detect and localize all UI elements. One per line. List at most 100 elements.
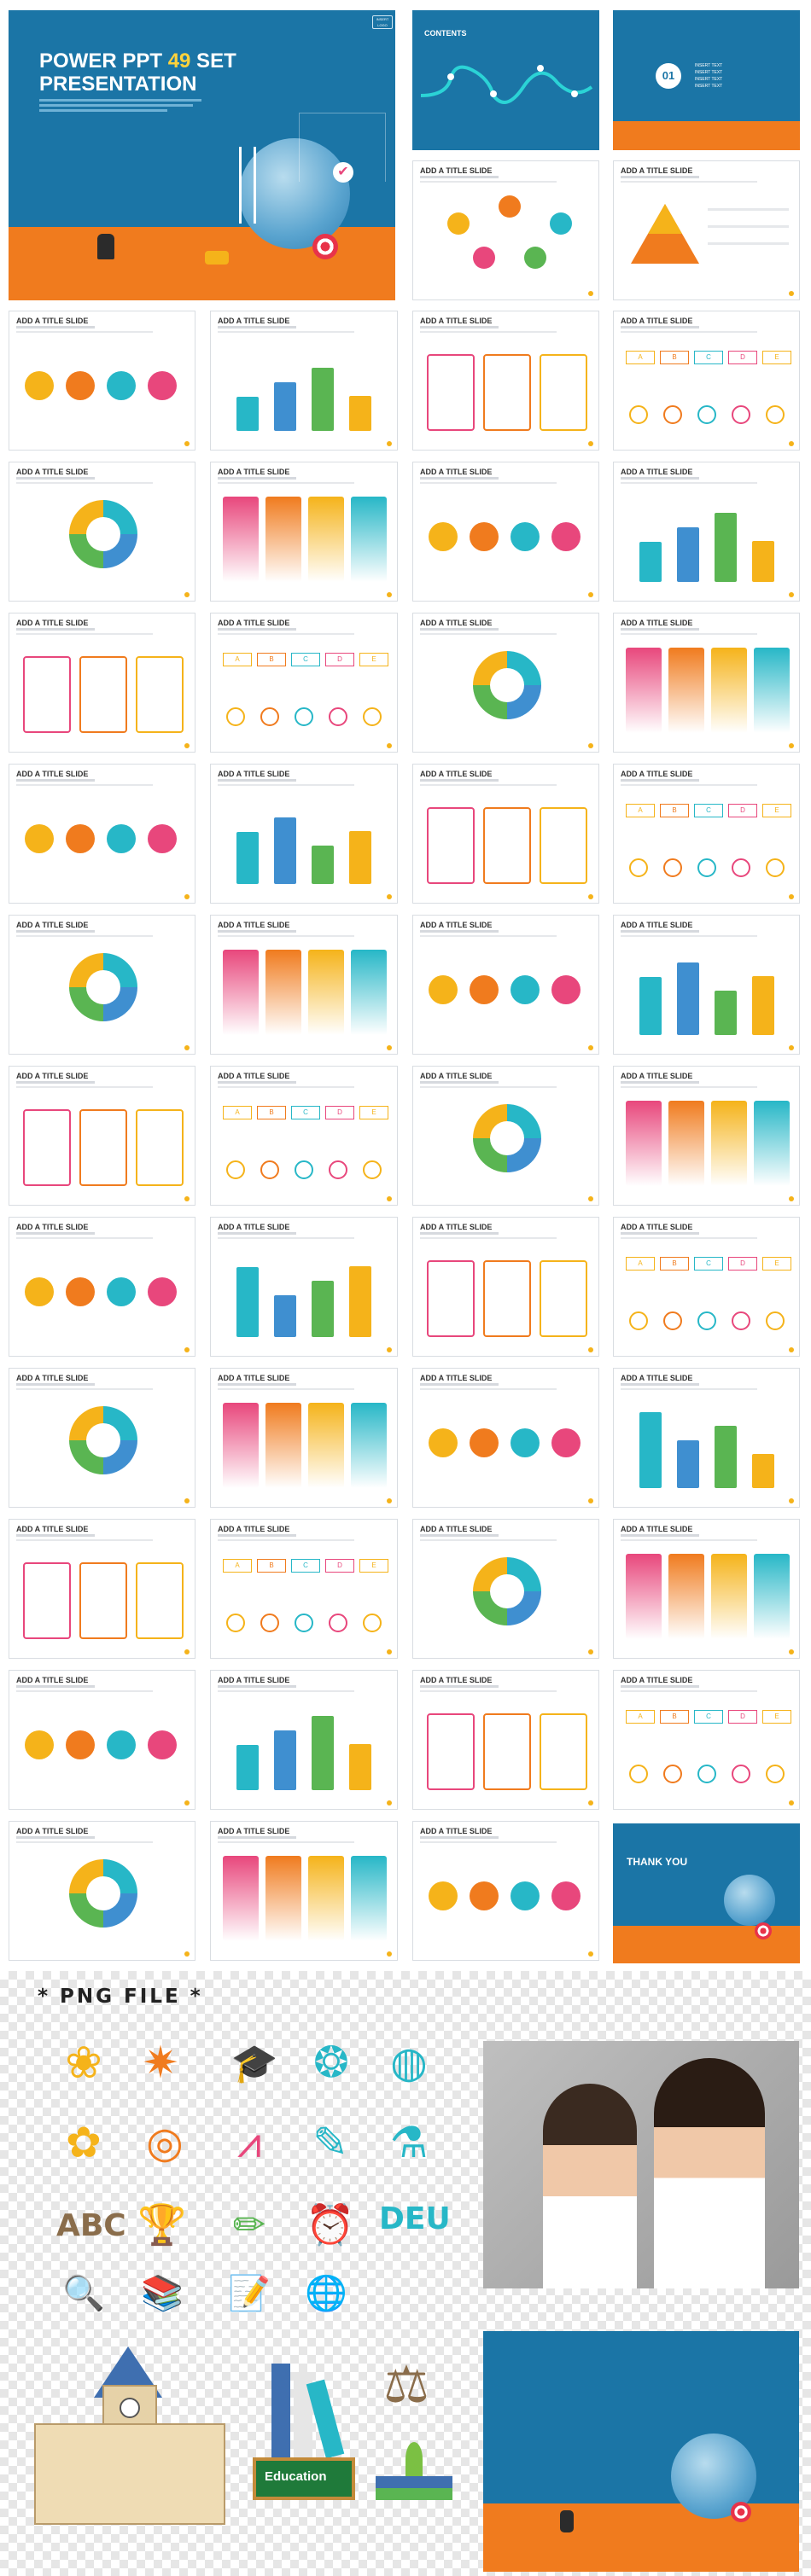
slide-r9-c4[interactable]: ADD A TITLE SLIDE xyxy=(613,1368,800,1508)
shape-circle xyxy=(663,858,682,877)
letter-box: D xyxy=(325,1559,354,1573)
slide-title: ADD A TITLE SLIDE xyxy=(420,619,493,627)
shape-bar xyxy=(677,1440,699,1488)
slide-r11-c2[interactable]: ADD A TITLE SLIDE xyxy=(210,1670,398,1810)
slide-r2-c3[interactable]: ADD A TITLE SLIDE xyxy=(412,311,599,451)
shape-box xyxy=(136,656,184,733)
slide-r3-c1[interactable]: ADD A TITLE SLIDE xyxy=(9,462,195,602)
slide-r10-c2[interactable]: ADD A TITLE SLIDE A B C D E xyxy=(210,1519,398,1659)
slide-r3-c4[interactable]: ADD A TITLE SLIDE xyxy=(613,462,800,602)
slide-r2-c2[interactable]: ADD A TITLE SLIDE xyxy=(210,311,398,451)
slide-r12-c1[interactable]: ADD A TITLE SLIDE xyxy=(9,1821,195,1961)
cover-slide[interactable]: INSERT LOGO POWER PPT 49 SET PRESENTATION… xyxy=(9,10,395,300)
slide-r2-c1[interactable]: ADD A TITLE SLIDE xyxy=(9,311,195,451)
shape-circle xyxy=(766,405,785,424)
shape-bar xyxy=(677,962,699,1035)
test-paper-icon: 📝 xyxy=(228,2274,271,2313)
slide-r8-c1[interactable]: ADD A TITLE SLIDE xyxy=(9,1217,195,1357)
shape-circle xyxy=(148,1730,177,1759)
shape-column xyxy=(351,950,387,1035)
slide-r5-c3[interactable]: ADD A TITLE SLIDE xyxy=(412,764,599,904)
slide-r9-c1[interactable]: ADD A TITLE SLIDE xyxy=(9,1368,195,1508)
slide-title: ADD A TITLE SLIDE xyxy=(218,921,290,929)
letter-box: E xyxy=(359,653,388,666)
slide-r8-c3[interactable]: ADD A TITLE SLIDE xyxy=(412,1217,599,1357)
slide-r7-c2[interactable]: ADD A TITLE SLIDE A B C D E xyxy=(210,1066,398,1206)
slide-title: ADD A TITLE SLIDE xyxy=(420,1374,493,1382)
slide-r4-c3[interactable]: ADD A TITLE SLIDE xyxy=(412,613,599,753)
child-left xyxy=(543,2084,637,2288)
letter-box: A xyxy=(223,1106,252,1119)
letter-box: A xyxy=(626,804,655,817)
slide-r4-c1[interactable]: ADD A TITLE SLIDE xyxy=(9,613,195,753)
slide-r6-c1[interactable]: ADD A TITLE SLIDE xyxy=(9,915,195,1055)
slide-r7-c3[interactable]: ADD A TITLE SLIDE xyxy=(412,1066,599,1206)
slide-r10-c4[interactable]: ADD A TITLE SLIDE xyxy=(613,1519,800,1659)
letter-box: D xyxy=(325,1106,354,1119)
shape-circle xyxy=(470,1428,499,1457)
shape-circle xyxy=(260,1614,279,1632)
shape-box xyxy=(23,1562,71,1639)
slide-r8-c2[interactable]: ADD A TITLE SLIDE xyxy=(210,1217,398,1357)
slide-r5-c1[interactable]: ADD A TITLE SLIDE xyxy=(9,764,195,904)
slide-r6-c4[interactable]: ADD A TITLE SLIDE xyxy=(613,915,800,1055)
slide-r6-c2[interactable]: ADD A TITLE SLIDE xyxy=(210,915,398,1055)
shape-column xyxy=(668,1101,704,1186)
thank-you-slide[interactable]: THANK YOU xyxy=(613,1823,800,1963)
shape-circle xyxy=(25,824,54,853)
donut-hole xyxy=(490,1574,524,1608)
slide-r5-c2[interactable]: ADD A TITLE SLIDE xyxy=(210,764,398,904)
slide-title: ADD A TITLE SLIDE xyxy=(420,1676,493,1684)
slide-r10-c3[interactable]: ADD A TITLE SLIDE xyxy=(412,1519,599,1659)
slide-title: ADD A TITLE SLIDE xyxy=(420,770,493,778)
shape-column xyxy=(223,497,259,582)
slide-r11-c3[interactable]: ADD A TITLE SLIDE xyxy=(412,1670,599,1810)
slide-r7-c4[interactable]: ADD A TITLE SLIDE xyxy=(613,1066,800,1206)
slide-r3-c2[interactable]: ADD A TITLE SLIDE xyxy=(210,462,398,602)
slide-r7-c1[interactable]: ADD A TITLE SLIDE xyxy=(9,1066,195,1206)
slide-r11-c1[interactable]: ADD A TITLE SLIDE xyxy=(9,1670,195,1810)
slide-r10-c1[interactable]: ADD A TITLE SLIDE xyxy=(9,1519,195,1659)
letter-box: A xyxy=(223,653,252,666)
section-slide[interactable]: 01 INSERT TEXT INSERT TEXT INSERT TEXT I… xyxy=(613,10,800,150)
slide-row1-b[interactable]: ADD A TITLE SLIDE xyxy=(613,160,800,300)
shape-column xyxy=(754,1101,790,1186)
slide-r5-c4[interactable]: ADD A TITLE SLIDE A B C D E xyxy=(613,764,800,904)
target-icon xyxy=(312,234,338,259)
slide-r9-c3[interactable]: ADD A TITLE SLIDE xyxy=(412,1368,599,1508)
shape-circle xyxy=(663,405,682,424)
slide-title: ADD A TITLE SLIDE xyxy=(218,770,290,778)
pencil-cup-icon: ✏ xyxy=(232,2201,266,2247)
slide-r12-c3[interactable]: ADD A TITLE SLIDE xyxy=(412,1821,599,1961)
shape-bar xyxy=(639,542,662,582)
shape-column xyxy=(754,648,790,733)
letter-box: D xyxy=(728,1710,757,1724)
cover-preview xyxy=(483,2331,799,2572)
slide-r3-c3[interactable]: ADD A TITLE SLIDE xyxy=(412,462,599,602)
shape-circle xyxy=(429,1881,458,1910)
slide-r6-c3[interactable]: ADD A TITLE SLIDE xyxy=(412,915,599,1055)
slide-r12-c2[interactable]: ADD A TITLE SLIDE xyxy=(210,1821,398,1961)
shape-circle xyxy=(766,1765,785,1783)
slide-r4-c2[interactable]: ADD A TITLE SLIDE A B C D E xyxy=(210,613,398,753)
shape-box xyxy=(540,1260,587,1337)
shape-column xyxy=(308,950,344,1035)
donut-hole xyxy=(490,668,524,702)
slide-r8-c4[interactable]: ADD A TITLE SLIDE A B C D E xyxy=(613,1217,800,1357)
slide-r4-c4[interactable]: ADD A TITLE SLIDE xyxy=(613,613,800,753)
section-number: 01 xyxy=(656,63,681,89)
trophy-icon: 🏆 xyxy=(137,2201,187,2247)
slide-title: ADD A TITLE SLIDE xyxy=(218,1827,290,1835)
shape-column xyxy=(265,950,301,1035)
shape-circle xyxy=(470,975,499,1004)
slide-r9-c2[interactable]: ADD A TITLE SLIDE xyxy=(210,1368,398,1508)
slide-r11-c4[interactable]: ADD A TITLE SLIDE A B C D E xyxy=(613,1670,800,1810)
contents-slide[interactable]: CONTENTS xyxy=(412,10,599,150)
donut-hole xyxy=(86,970,120,1004)
globe-illustration xyxy=(724,1875,775,1926)
shape-bar xyxy=(752,976,774,1035)
slide-r2-c4[interactable]: ADD A TITLE SLIDE A B C D E xyxy=(613,311,800,451)
shape-circle xyxy=(25,1277,54,1306)
slide-row1-a[interactable]: ADD A TITLE SLIDE xyxy=(412,160,599,300)
letter-box: E xyxy=(762,804,791,817)
